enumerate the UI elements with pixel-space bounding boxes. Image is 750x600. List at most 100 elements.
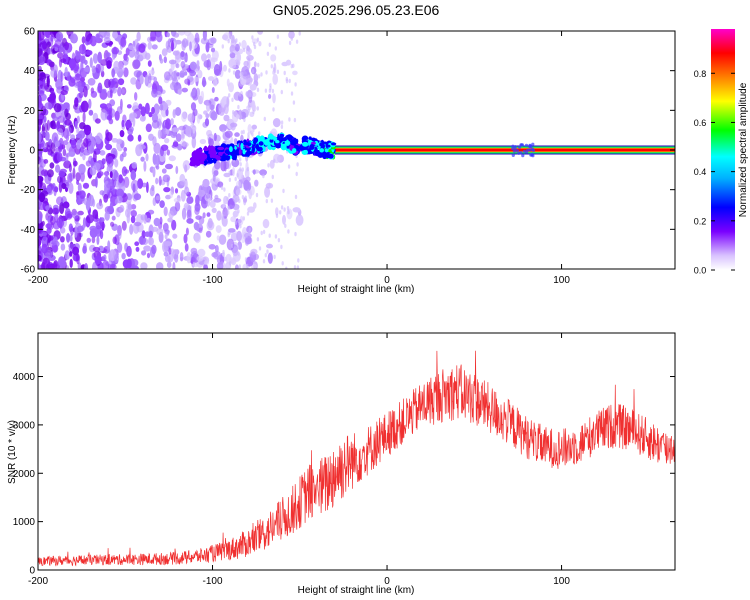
noise-speck [283, 207, 286, 212]
noise-speck [279, 210, 282, 215]
signal-blob [222, 153, 226, 160]
noise-blob [78, 163, 86, 174]
noise-blob [198, 189, 206, 197]
noise-blob [177, 143, 183, 151]
noise-speck [228, 177, 232, 182]
noise-blob [205, 230, 212, 238]
noise-blob [113, 170, 119, 182]
noise-speck [260, 72, 263, 77]
noise-blob [193, 76, 200, 82]
noise-blob [144, 74, 149, 87]
signal-blob [263, 139, 270, 146]
noise-blob [216, 210, 222, 221]
noise-speck [226, 196, 229, 201]
noise-blob [253, 202, 257, 209]
noise-blob [171, 219, 177, 231]
noise-speck [232, 70, 236, 75]
noise-blob [60, 58, 67, 63]
noise-blob [258, 41, 262, 47]
noise-blob [57, 128, 64, 136]
signal-blob [195, 160, 198, 165]
noise-blob [230, 136, 234, 144]
noise-blob [174, 249, 180, 255]
noise-speck [294, 82, 297, 87]
noise-blob [165, 74, 174, 81]
noise-blob [207, 76, 215, 81]
noise-speck [290, 63, 293, 69]
noise-blob [96, 236, 100, 245]
noise-blob [163, 251, 169, 257]
noise-blob [117, 242, 123, 253]
noise-blob [166, 149, 170, 156]
noise-blob [69, 234, 73, 242]
noise-blob [105, 31, 111, 37]
noise-blob [84, 263, 89, 269]
noise-blob [148, 133, 154, 141]
noise-blob [177, 31, 186, 36]
noise-blob [171, 31, 177, 37]
noise-blob [45, 205, 50, 211]
noise-blob [266, 243, 273, 249]
noise-blob [272, 118, 281, 128]
noise-blob [165, 163, 173, 170]
signal-blob [247, 142, 252, 147]
noise-blob [156, 262, 164, 269]
noise-blob [232, 166, 235, 177]
noise-blob [118, 228, 122, 240]
spectrogram-x-tick-label: -100 [203, 275, 223, 286]
signal-blob [330, 142, 337, 146]
noise-blob [119, 130, 125, 138]
noise-blob [192, 261, 199, 268]
noise-blob [83, 85, 88, 98]
noise-speck [222, 214, 225, 219]
noise-speck [238, 264, 241, 269]
noise-speck [257, 62, 260, 68]
noise-blob [241, 39, 247, 50]
noise-blob [192, 126, 196, 134]
spectrogram-y-tick-label: 40 [24, 66, 36, 77]
noise-blob [95, 176, 98, 188]
noise-blob [174, 188, 179, 194]
noise-blob [155, 154, 160, 167]
signal-blob [218, 151, 224, 156]
noise-blob [67, 105, 71, 111]
noise-blob [49, 162, 55, 169]
noise-blob [111, 215, 116, 221]
noise-blob [254, 179, 259, 187]
noise-blob [81, 36, 86, 44]
noise-blob [105, 52, 111, 58]
noise-blob [46, 238, 50, 248]
noise-blob [83, 138, 89, 147]
noise-blob [110, 221, 115, 227]
noise-blob [225, 161, 232, 170]
noise-blob [200, 90, 205, 102]
noise-speck [268, 183, 271, 188]
noise-blob [107, 178, 113, 186]
noise-speck [246, 211, 250, 216]
noise-blob [164, 138, 170, 144]
noise-speck [266, 51, 270, 56]
snr-y-tick-label: 3000 [13, 420, 36, 431]
noise-blob [189, 41, 192, 52]
noise-blob [86, 237, 92, 243]
noise-blob [90, 90, 98, 98]
noise-speck [277, 238, 281, 243]
noise-blob [38, 122, 41, 132]
noise-blob [38, 250, 41, 255]
noise-blob [57, 175, 62, 184]
noise-blob [116, 106, 123, 115]
noise-blob [138, 43, 146, 53]
noise-blob [92, 53, 99, 64]
spectrogram-x-tick-label: 0 [384, 275, 390, 286]
noise-blob [42, 257, 51, 269]
noise-speck [238, 42, 241, 47]
noise-speck [247, 189, 250, 194]
noise-blob [270, 54, 277, 62]
noise-blob [107, 191, 114, 199]
noise-blob [212, 174, 216, 182]
noise-speck [230, 243, 234, 249]
spectrogram-y-label: Frequency (Hz) [7, 116, 18, 185]
noise-blob [184, 55, 188, 63]
noise-blob [92, 261, 97, 269]
